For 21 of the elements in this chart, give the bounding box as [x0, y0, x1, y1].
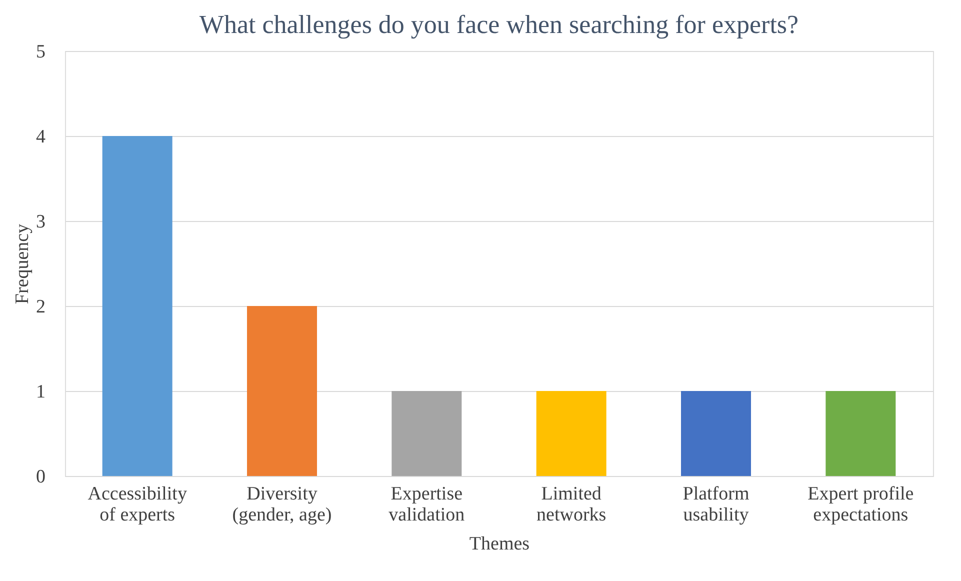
x-tick-label: Platform usability	[682, 484, 750, 526]
bar	[247, 306, 317, 476]
y-tick-label: 0	[36, 466, 46, 488]
y-tick-label: 2	[36, 296, 46, 318]
bar	[102, 136, 172, 476]
bar	[536, 391, 606, 476]
y-tick-label: 4	[36, 126, 46, 148]
x-tick-label: Accessibility of experts	[88, 484, 188, 526]
x-tick-label: Expert profile expectations	[808, 484, 914, 526]
y-tick-label: 5	[36, 42, 46, 62]
y-axis-title: Frequency	[12, 223, 33, 304]
y-tick-label: 1	[36, 382, 46, 402]
bar	[392, 391, 462, 476]
x-axis-title: Themes	[469, 534, 530, 554]
x-tick-label: Diversity (gender, age)	[232, 484, 332, 526]
x-tick-label: Limited networks	[536, 484, 606, 526]
bar	[826, 391, 896, 476]
bar	[681, 391, 751, 476]
chart-title: What challenges do you face when searching for experts?	[199, 10, 799, 39]
y-tick-label: 3	[36, 212, 46, 232]
x-tick-label: Expertise validation	[388, 484, 466, 526]
